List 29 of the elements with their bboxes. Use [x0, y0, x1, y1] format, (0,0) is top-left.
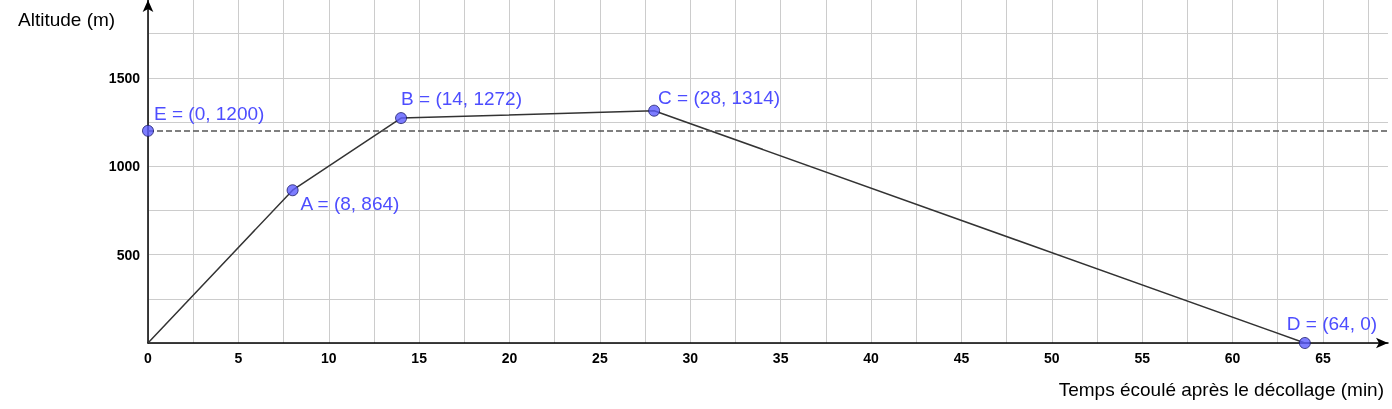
x-tick-label: 35	[772, 350, 789, 366]
y-axis-title: Altitude (m)	[18, 9, 116, 30]
x-tick-label: 55	[1134, 350, 1151, 366]
x-tick-label: 15	[411, 350, 428, 366]
x-tick-label: 60	[1224, 350, 1241, 366]
x-tick-label: 30	[682, 350, 699, 366]
x-tick-label: 10	[320, 350, 337, 366]
x-axis-title: Temps écoulé après le décollage (min)	[1058, 379, 1385, 400]
x-tick-label: 25	[592, 350, 608, 366]
annotation: A = (8, 864)	[300, 193, 400, 215]
annotation: C = (28, 1314)	[658, 86, 781, 108]
annotation: B = (14, 1272)	[401, 88, 523, 110]
point	[142, 124, 154, 137]
x-tick-label: 20	[501, 350, 518, 366]
x-tick-label: 0	[144, 350, 153, 366]
y-tick-label: 1500	[108, 69, 141, 86]
x-tick-label: 45	[953, 350, 970, 366]
point	[648, 104, 661, 117]
annotation: D = (64, 0)	[1286, 313, 1378, 334]
annotation: E = (0, 1200)	[154, 102, 265, 124]
point	[286, 184, 299, 197]
point	[1298, 337, 1311, 349]
y-tick-label: 1000	[108, 158, 141, 175]
x-tick-label: 50	[1044, 350, 1060, 366]
x-tick-label: 40	[863, 350, 880, 366]
x-tick-label: 5	[234, 350, 243, 366]
x-tick-label: 65	[1315, 350, 1331, 366]
point	[395, 112, 408, 125]
y-tick-label: 500	[116, 246, 141, 263]
